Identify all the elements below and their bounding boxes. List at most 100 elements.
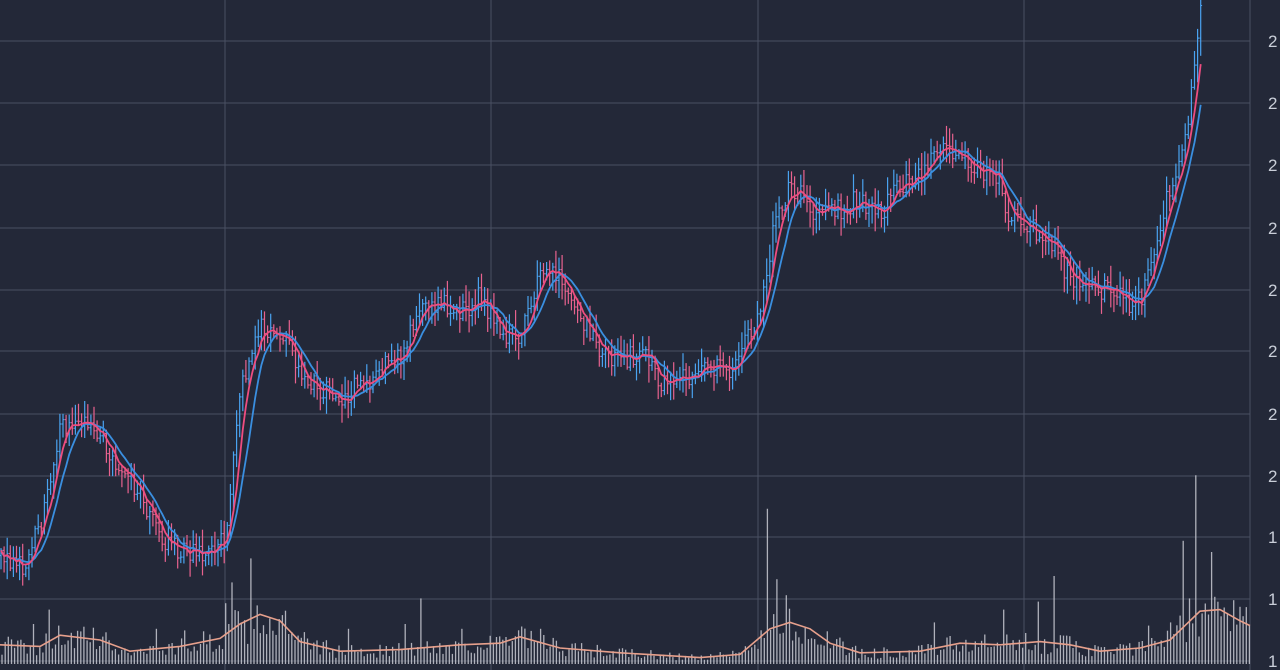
candle-299 xyxy=(926,153,930,178)
candle-255 xyxy=(790,171,793,198)
candle-326 xyxy=(1010,217,1013,226)
candle-361 xyxy=(1118,271,1122,307)
candle-152 xyxy=(470,298,474,327)
candle-370 xyxy=(1146,258,1150,287)
candle-2 xyxy=(5,537,9,580)
price-tick-label-3: 2 xyxy=(1268,219,1277,238)
candle-122 xyxy=(377,361,381,386)
candle-290 xyxy=(898,175,902,197)
candle-121 xyxy=(374,359,378,382)
candle-111 xyxy=(343,376,347,409)
candle-194 xyxy=(601,347,604,367)
candle-180 xyxy=(557,257,561,298)
candle-249 xyxy=(771,211,775,278)
candle-126 xyxy=(390,343,393,365)
candle-306 xyxy=(948,128,951,164)
volume-ma-line xyxy=(0,608,1251,659)
candle-167 xyxy=(517,333,521,360)
candle-327 xyxy=(1013,201,1017,233)
candle-207 xyxy=(641,336,645,354)
candle-285 xyxy=(883,205,886,233)
candle-250 xyxy=(774,202,778,243)
candle-204 xyxy=(632,334,635,368)
candle-25 xyxy=(77,403,80,426)
candle-24 xyxy=(74,404,77,435)
candle-329 xyxy=(1019,197,1023,237)
candle-385 xyxy=(1193,51,1196,90)
candle-238 xyxy=(737,342,741,376)
candle-380 xyxy=(1177,145,1181,180)
candle-362 xyxy=(1121,276,1125,315)
candle-210 xyxy=(650,349,654,371)
candle-353 xyxy=(1093,275,1097,296)
price-tick-label-7: 2 xyxy=(1268,467,1277,486)
candle-133 xyxy=(411,318,415,337)
candle-178 xyxy=(551,262,555,291)
price-candles xyxy=(0,0,1203,586)
volume-average-line xyxy=(0,608,1251,659)
candle-151 xyxy=(467,291,471,333)
candle-1 xyxy=(2,546,6,573)
candle-386 xyxy=(1196,28,1199,83)
candle-172 xyxy=(532,291,536,321)
candle-95 xyxy=(294,336,297,384)
candle-183 xyxy=(566,287,570,304)
candle-100 xyxy=(309,372,313,395)
price-tick-label-9: 1 xyxy=(1268,590,1277,609)
candle-144 xyxy=(446,280,449,318)
candle-64 xyxy=(198,536,201,562)
candle-39 xyxy=(120,466,124,488)
candle-16 xyxy=(49,473,52,495)
candle-169 xyxy=(523,313,527,347)
candle-145 xyxy=(449,295,452,326)
candle-286 xyxy=(886,177,889,226)
candle-339 xyxy=(1050,234,1054,259)
candle-383 xyxy=(1186,115,1190,139)
candle-354 xyxy=(1097,270,1100,296)
candle-188 xyxy=(582,316,586,345)
candle-104 xyxy=(322,381,325,405)
volume-series xyxy=(1,475,1251,664)
candle-116 xyxy=(359,371,362,389)
candle-79 xyxy=(244,360,248,383)
candle-18 xyxy=(55,439,59,479)
candle-261 xyxy=(808,185,812,228)
candle-80 xyxy=(247,357,251,386)
candle-269 xyxy=(833,199,837,226)
candle-81 xyxy=(250,349,254,365)
candle-324 xyxy=(1004,190,1007,223)
candle-186 xyxy=(576,298,579,324)
candle-213 xyxy=(659,382,663,398)
candle-314 xyxy=(973,157,976,184)
candle-12 xyxy=(36,514,40,535)
candle-230 xyxy=(712,359,716,391)
moving-average-lines xyxy=(0,63,1202,566)
candle-35 xyxy=(108,448,111,477)
candle-97 xyxy=(300,350,304,386)
candle-374 xyxy=(1159,214,1162,247)
candle-376 xyxy=(1165,176,1168,229)
candle-58 xyxy=(179,551,183,564)
candle-247 xyxy=(765,258,769,302)
candle-240 xyxy=(743,320,747,354)
candle-328 xyxy=(1016,202,1020,222)
candle-233 xyxy=(721,352,725,377)
candle-341 xyxy=(1056,226,1060,260)
candle-119 xyxy=(368,375,372,403)
candle-331 xyxy=(1025,225,1029,244)
candle-38 xyxy=(117,463,121,476)
candle-53 xyxy=(163,537,167,562)
candle-209 xyxy=(647,336,651,383)
candle-20 xyxy=(61,413,65,438)
candle-282 xyxy=(873,188,877,232)
candle-150 xyxy=(464,285,468,322)
candle-236 xyxy=(731,357,734,390)
candle-34 xyxy=(105,429,108,463)
candle-31 xyxy=(95,420,99,442)
price-axis: 2 2 2 2 2 2 2 2 1 1 1 xyxy=(1268,32,1277,670)
candle-242 xyxy=(749,318,753,349)
candle-337 xyxy=(1044,225,1048,256)
candle-384 xyxy=(1190,79,1193,128)
